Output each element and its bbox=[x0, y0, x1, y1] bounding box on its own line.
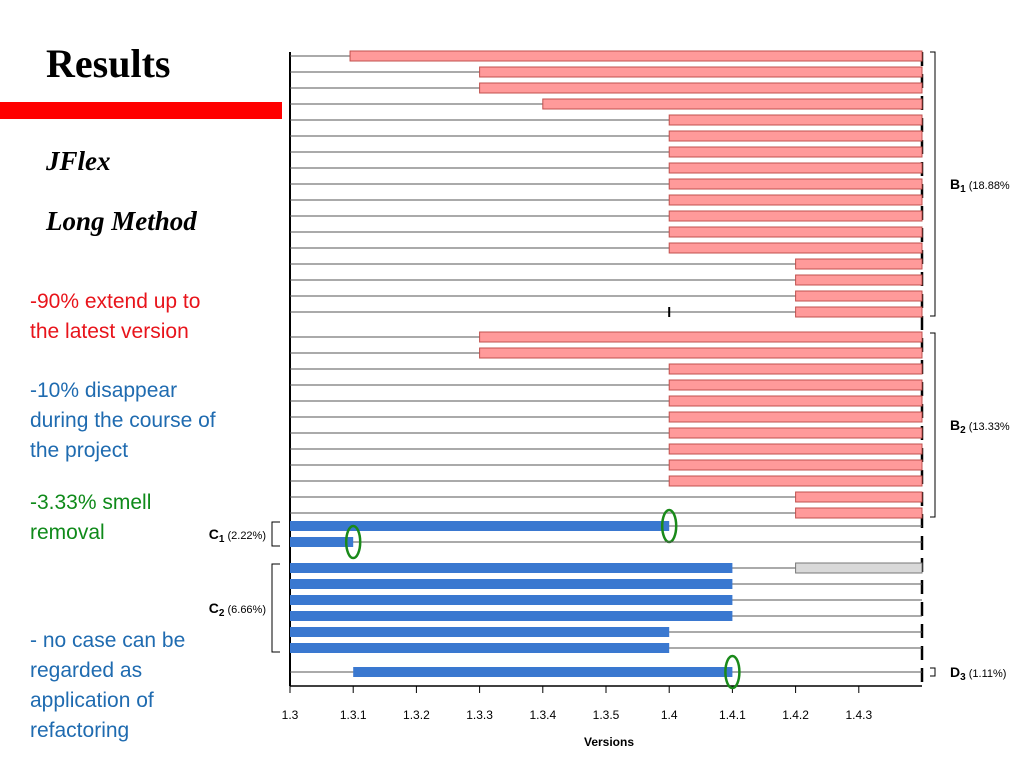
smell-bar bbox=[668, 475, 923, 487]
smell-bar bbox=[795, 491, 923, 503]
smell-bar bbox=[668, 411, 923, 423]
note-no-refactoring-line3: application of bbox=[30, 689, 154, 712]
note-no-refactoring-line1: - no case can be bbox=[30, 629, 186, 652]
note-extend: -90% extend up to the latest version bbox=[30, 287, 200, 347]
smell-bar bbox=[479, 82, 923, 94]
smell-bar bbox=[290, 521, 670, 531]
smell-bar bbox=[668, 226, 923, 238]
group-label: C2 (6.66%) bbox=[209, 600, 266, 619]
smell-bar bbox=[353, 667, 733, 677]
x-tick-label: 1.3.4 bbox=[529, 708, 556, 722]
slide-title: Results bbox=[46, 41, 171, 86]
note-no-refactoring-line4: refactoring bbox=[30, 719, 130, 742]
group-label: B2 (13.33% bbox=[950, 417, 1010, 436]
note-disappear: -10% disappear during the course of the … bbox=[30, 376, 216, 466]
group-bracket bbox=[930, 332, 936, 518]
removal-circle bbox=[344, 524, 362, 560]
smell-bar bbox=[668, 363, 923, 375]
smell-bar bbox=[795, 258, 923, 270]
x-tick-label: 1.4.1 bbox=[719, 708, 746, 722]
note-removal-line2: removal bbox=[30, 521, 105, 544]
smell-bar bbox=[290, 611, 733, 621]
smell-bar bbox=[668, 242, 923, 254]
smell-bar bbox=[668, 210, 923, 222]
title-accent-bar bbox=[0, 102, 282, 119]
x-tick-label: 1.4.2 bbox=[782, 708, 809, 722]
smell-bar bbox=[290, 563, 733, 573]
smell-bar bbox=[668, 130, 923, 142]
smell-bar bbox=[668, 162, 923, 174]
smell-bar bbox=[795, 274, 923, 286]
smell-bar bbox=[795, 290, 923, 302]
group-label: C1 (2.22%) bbox=[209, 526, 266, 545]
x-axis-label: Versions bbox=[584, 735, 634, 749]
group-label: D3 (1.11%) bbox=[950, 664, 1006, 683]
smell-bar bbox=[668, 194, 923, 206]
x-tick-label: 1.3.2 bbox=[403, 708, 430, 722]
smell-bar bbox=[668, 114, 923, 126]
group-label: B1 (18.88% bbox=[950, 176, 1010, 195]
smell-bar bbox=[795, 306, 923, 318]
smell-bar bbox=[290, 627, 670, 637]
group-bracket bbox=[930, 51, 936, 317]
note-removal-line1: -3.33% smell bbox=[30, 491, 152, 514]
note-removal: -3.33% smell removal bbox=[30, 488, 151, 548]
x-tick-label: 1.4.3 bbox=[845, 708, 872, 722]
smell-bar bbox=[668, 395, 923, 407]
smell-bar bbox=[479, 331, 923, 343]
gap-bar bbox=[795, 562, 923, 574]
smell-bar bbox=[668, 146, 923, 158]
note-disappear-line2: during the course of bbox=[30, 409, 216, 432]
x-tick-label: 1.3.1 bbox=[340, 708, 367, 722]
smell-bar bbox=[668, 459, 923, 471]
note-no-refactoring-line2: regarded as bbox=[30, 659, 143, 682]
note-extend-line2: the latest version bbox=[30, 320, 189, 343]
smell-bar bbox=[290, 537, 354, 547]
smell-bar bbox=[668, 178, 923, 190]
group-bracket bbox=[271, 521, 280, 547]
x-tick-label: 1.4 bbox=[661, 708, 678, 722]
smell-bar bbox=[479, 66, 923, 78]
smell-bar bbox=[668, 379, 923, 391]
smell-bar bbox=[290, 579, 733, 589]
removal-circle bbox=[724, 654, 741, 690]
smell-bar bbox=[542, 98, 923, 110]
note-no-refactoring: - no case can be regarded as application… bbox=[30, 626, 185, 746]
smell-bar bbox=[290, 595, 733, 605]
note-disappear-line3: the project bbox=[30, 439, 129, 462]
x-tick-label: 1.3 bbox=[282, 708, 299, 722]
note-disappear-line1: -10% disappear bbox=[30, 379, 178, 402]
x-tick-label: 1.3.3 bbox=[466, 708, 493, 722]
smell-bar bbox=[668, 443, 923, 455]
group-bracket bbox=[930, 667, 936, 677]
smell-bar bbox=[795, 507, 923, 519]
x-tick-label: 1.3.5 bbox=[593, 708, 620, 722]
group-bracket bbox=[271, 563, 280, 653]
smell-bar bbox=[290, 643, 670, 653]
note-extend-line1: -90% extend up to bbox=[30, 290, 201, 313]
subtitle-smell: Long Method bbox=[46, 206, 197, 236]
subtitle-project: JFlex bbox=[46, 146, 111, 176]
smell-bar bbox=[349, 50, 923, 62]
smell-bar bbox=[668, 427, 923, 439]
smell-bar bbox=[479, 347, 923, 359]
